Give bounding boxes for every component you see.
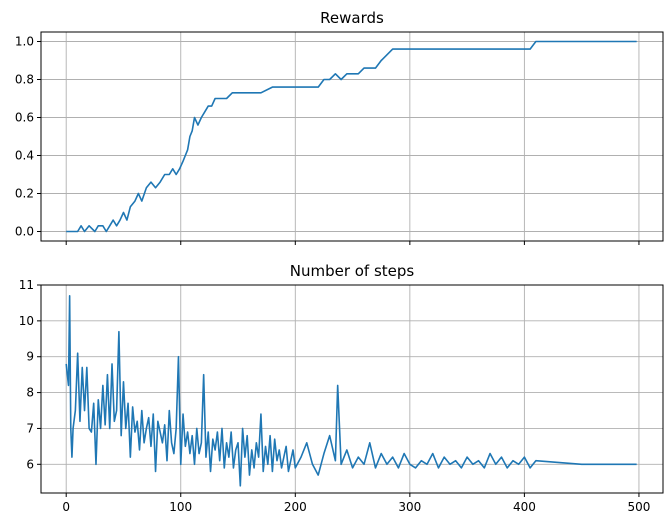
steps-y-tick-label-2: 8 [26,386,34,400]
rewards-subplot: Rewards 0.0 0.2 0.4 0.6 0.8 1.0 [15,9,664,245]
steps-grid [41,284,663,493]
steps-x-tick-label-0: 0 [62,500,70,514]
steps-y-tick-label-3: 9 [26,350,34,364]
rewards-y-tick-label-3: 0.6 [15,111,34,125]
rewards-y-tick-label-5: 1.0 [15,35,34,49]
rewards-axes-frame [40,31,664,242]
steps-subplot: Number of steps 0 100 200 300 400 500 6 7 8 9 10 11 [19,262,664,514]
steps-x-tick-label-400: 400 [513,500,536,514]
steps-y-tick-label-0: 6 [26,457,34,471]
rewards-ticks: 0.0 0.2 0.4 0.6 0.8 1.0 [15,35,640,245]
rewards-y-tick-label-1: 0.2 [15,187,34,201]
steps-y-tick-label-1: 7 [26,421,34,435]
steps-y-tick-label-4: 10 [19,314,34,328]
rewards-grid [41,32,663,241]
rewards-y-tick-label-4: 0.8 [15,73,34,87]
steps-ticks: 0 100 200 300 400 500 6 7 8 9 10 11 [19,278,651,514]
rewards-series-line [66,40,637,233]
steps-x-tick-label-500: 500 [627,500,650,514]
rewards-title: Rewards [320,9,384,27]
steps-y-tick-label-5: 11 [19,278,34,292]
rewards-y-tick-label-0: 0.0 [15,225,34,239]
rewards-y-tick-label-2: 0.4 [15,149,34,163]
steps-x-tick-label-300: 300 [398,500,421,514]
steps-axes-frame [40,284,664,494]
steps-x-tick-label-200: 200 [284,500,307,514]
steps-title: Number of steps [290,262,415,280]
steps-series-line [65,294,637,487]
steps-x-tick-label-100: 100 [169,500,192,514]
